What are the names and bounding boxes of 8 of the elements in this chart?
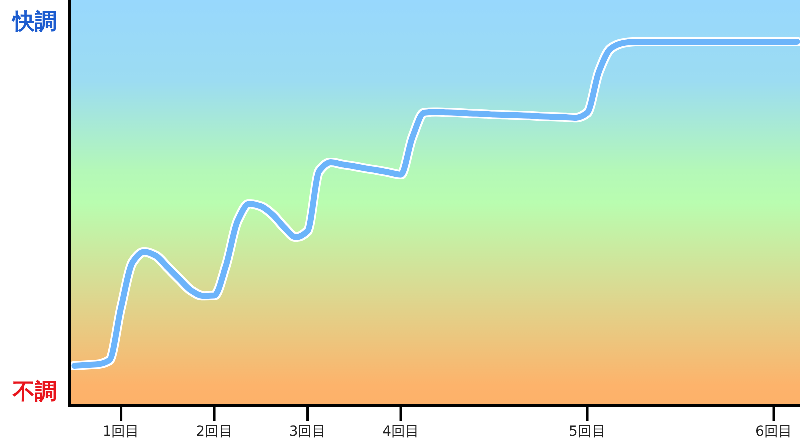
x-tick-label: 4回目	[382, 424, 420, 440]
x-tick-label: 6回目	[756, 424, 792, 440]
x-tick-label: 2回目	[196, 424, 233, 440]
x-tick-label: 1回目	[102, 424, 140, 440]
x-tick-label: 5回目	[569, 424, 606, 440]
text: 快調	[11, 9, 57, 35]
x-tick-label: 3回目	[289, 424, 326, 440]
text: 不調	[12, 379, 57, 405]
